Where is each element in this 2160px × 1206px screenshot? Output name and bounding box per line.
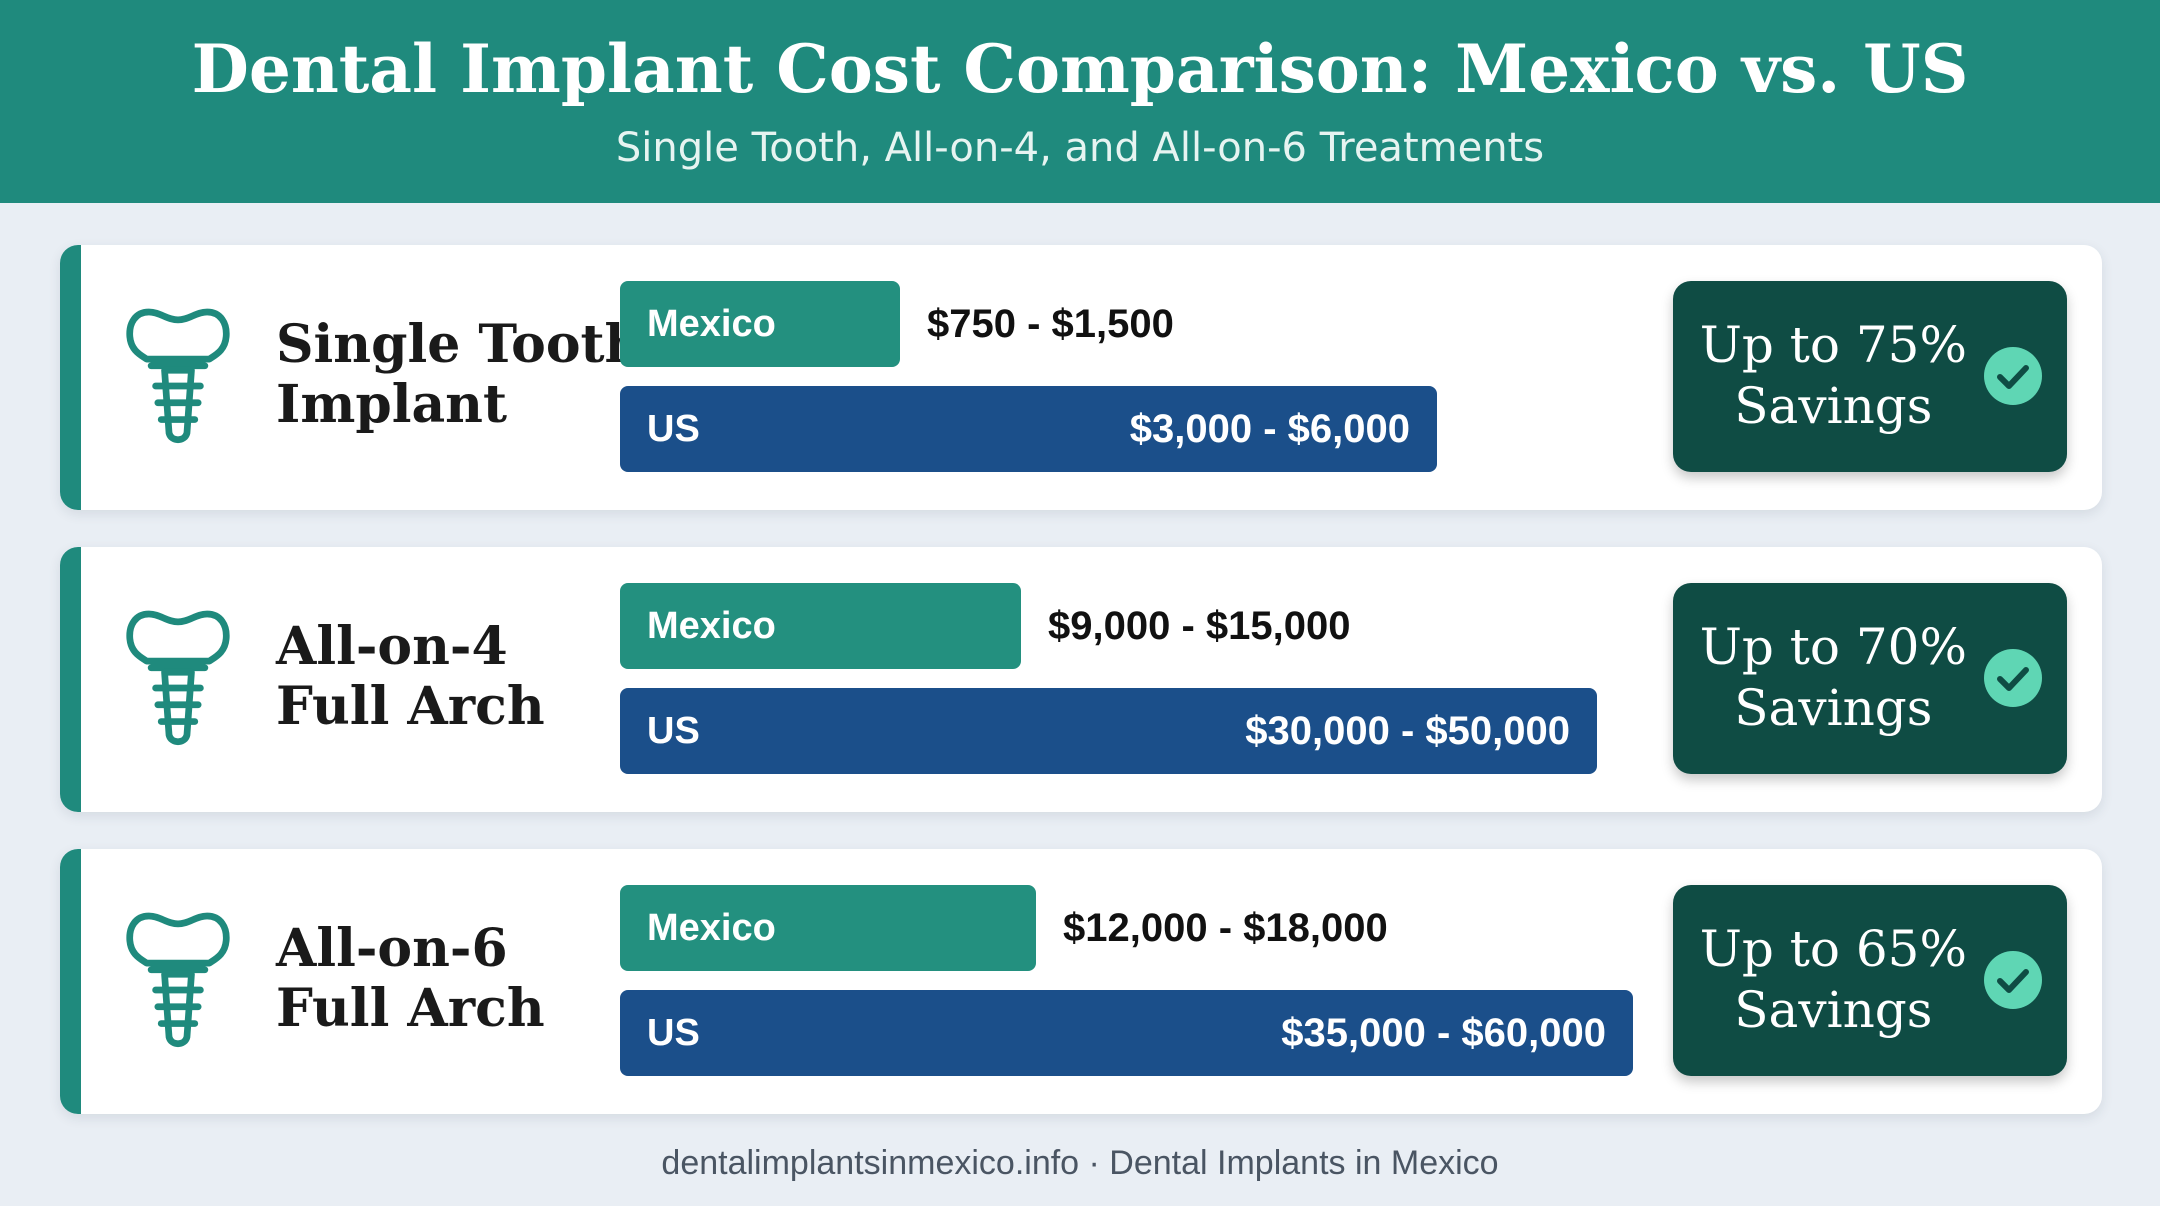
- treatment-name-line1: All-on-6: [276, 918, 508, 979]
- us-price-range: $3,000 - $6,000: [1129, 407, 1410, 451]
- treatment-name-line1: All-on-4: [276, 616, 508, 677]
- treatment-name-line1: Single Tooth: [276, 314, 643, 375]
- card-accent-stripe: [60, 547, 81, 812]
- tooth-implant-icon: [126, 912, 230, 1048]
- us-bar: US $35,000 - $60,000: [620, 990, 1633, 1076]
- mexico-bar: Mexico: [620, 583, 1021, 669]
- mexico-price-range: $12,000 - $18,000: [1063, 906, 1388, 950]
- treatment-name: All-on-4 Full Arch: [276, 617, 545, 737]
- comparison-card-single-tooth: Single Tooth Implant Mexico $750 - $1,50…: [60, 245, 2102, 510]
- mexico-bar-label: Mexico: [647, 303, 776, 345]
- tooth-implant-icon: [126, 610, 230, 746]
- savings-percent: Up to 65%: [1699, 920, 1967, 978]
- mexico-bar-label: Mexico: [647, 605, 776, 647]
- page-subtitle: Single Tooth, All-on-4, and All-on-6 Tre…: [615, 125, 1545, 171]
- us-bar-label: US: [647, 710, 700, 752]
- comparison-card-all-on-6: All-on-6 Full Arch Mexico $12,000 - $18,…: [60, 849, 2102, 1114]
- mexico-bar: Mexico: [620, 281, 900, 367]
- treatment-name-line2: Implant: [276, 374, 507, 435]
- savings-label: Savings: [1734, 377, 1933, 435]
- tooth-implant-icon: [126, 308, 230, 444]
- us-bar: US $30,000 - $50,000: [620, 688, 1597, 774]
- treatment-name: Single Tooth Implant: [276, 315, 642, 435]
- card-accent-stripe: [60, 245, 81, 510]
- treatment-name-line2: Full Arch: [276, 676, 545, 737]
- treatment-name-line2: Full Arch: [276, 978, 545, 1039]
- card-accent-stripe: [60, 849, 81, 1114]
- us-price-range: $30,000 - $50,000: [1245, 709, 1570, 753]
- us-bar-label: US: [647, 1012, 700, 1054]
- mexico-bar: Mexico: [620, 885, 1036, 971]
- savings-badge: Up to 65% Savings: [1673, 885, 2067, 1076]
- savings-percent: Up to 75%: [1699, 316, 1967, 374]
- checkmark-icon: [1984, 347, 2042, 405]
- checkmark-icon: [1984, 649, 2042, 707]
- savings-label: Savings: [1734, 679, 1933, 737]
- mexico-bar-label: Mexico: [647, 907, 776, 949]
- us-bar: US $3,000 - $6,000: [620, 386, 1437, 472]
- checkmark-icon: [1984, 951, 2042, 1009]
- us-bar-label: US: [647, 408, 700, 450]
- footer-credit: dentalimplantsinmexico.info · Dental Imp…: [661, 1144, 1499, 1182]
- us-price-range: $35,000 - $60,000: [1281, 1011, 1606, 1055]
- savings-text: Up to 75% Savings: [1700, 315, 1967, 437]
- comparison-card-all-on-4: All-on-4 Full Arch Mexico $9,000 - $15,0…: [60, 547, 2102, 812]
- mexico-price-range: $9,000 - $15,000: [1048, 604, 1351, 648]
- savings-badge: Up to 75% Savings: [1673, 281, 2067, 472]
- page-title: Dental Implant Cost Comparison: Mexico v…: [191, 30, 1969, 108]
- savings-percent: Up to 70%: [1699, 618, 1967, 676]
- savings-text: Up to 65% Savings: [1700, 919, 1967, 1041]
- header-banner: Dental Implant Cost Comparison: Mexico v…: [0, 0, 2160, 203]
- savings-badge: Up to 70% Savings: [1673, 583, 2067, 774]
- savings-label: Savings: [1734, 981, 1933, 1039]
- savings-text: Up to 70% Savings: [1700, 617, 1967, 739]
- treatment-name: All-on-6 Full Arch: [276, 919, 545, 1039]
- mexico-price-range: $750 - $1,500: [927, 302, 1174, 346]
